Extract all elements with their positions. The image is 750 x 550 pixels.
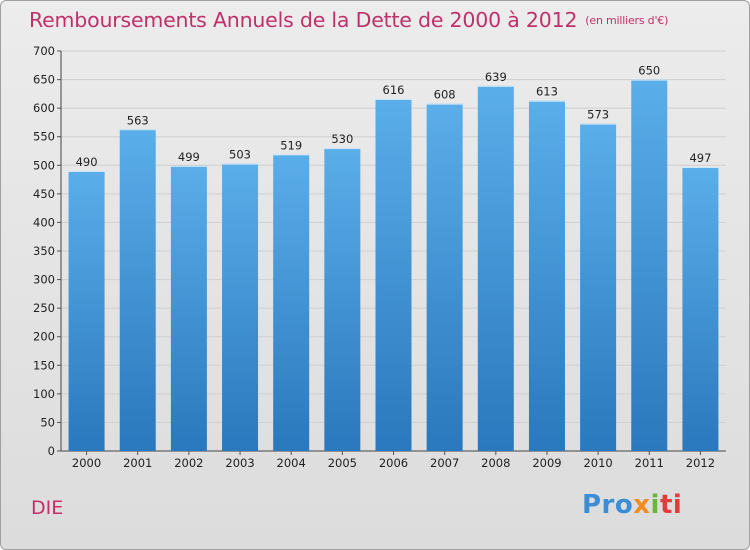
bar	[324, 148, 361, 451]
logo-part: i	[650, 490, 660, 520]
data-label: 616	[383, 83, 405, 97]
logo-part: Pro	[582, 490, 634, 520]
chart-title: Remboursements Annuels de la Dette de 20…	[29, 8, 668, 32]
x-tick-label: 2012	[686, 456, 715, 470]
y-tick-label: 0	[48, 444, 55, 458]
data-label: 499	[178, 150, 200, 164]
bar	[375, 99, 412, 451]
x-tick-label: 2010	[583, 456, 612, 470]
unit-note: (en milliers d'€)	[585, 14, 669, 27]
x-tick-label: 2003	[225, 456, 254, 470]
x-tick-label: 2004	[277, 456, 306, 470]
y-tick-label: 50	[40, 415, 55, 429]
y-tick-label: 300	[33, 273, 55, 287]
y-tick-label: 350	[33, 244, 55, 258]
data-label: 639	[485, 70, 507, 84]
bar	[273, 154, 310, 451]
x-tick-label: 2011	[635, 456, 664, 470]
y-tick-label: 200	[33, 330, 55, 344]
logo-part: ti	[659, 490, 683, 520]
x-tick-label: 2006	[379, 456, 408, 470]
data-label: 573	[587, 108, 609, 122]
bar	[528, 100, 565, 451]
data-label: 519	[280, 138, 302, 152]
data-label: 490	[76, 155, 98, 169]
bar	[477, 85, 514, 451]
y-tick-label: 400	[33, 215, 55, 229]
bar	[222, 163, 259, 452]
bar	[580, 123, 617, 452]
bar	[68, 171, 105, 451]
commune-name: DIE	[31, 497, 64, 519]
x-tick-label: 2008	[481, 456, 510, 470]
y-tick-label: 250	[33, 301, 55, 315]
bar	[426, 103, 463, 452]
bar	[170, 165, 207, 451]
y-tick-label: 700	[33, 44, 55, 58]
x-tick-label: 2005	[328, 456, 357, 470]
data-label: 608	[434, 88, 456, 102]
x-tick-label: 2009	[532, 456, 561, 470]
data-label: 503	[229, 148, 251, 162]
proxiti-logo: Proxiti	[582, 490, 682, 520]
chart-title-text: Remboursements Annuels de la Dette de 20…	[29, 8, 578, 32]
data-label: 497	[689, 151, 711, 165]
bars	[68, 79, 719, 452]
y-tick-label: 550	[33, 130, 55, 144]
x-tick-label: 2000	[72, 456, 101, 470]
labels: 490 563 499 503 519 530 616 608 639 613 573 650 497	[76, 64, 712, 169]
y-tick-label: 450	[33, 187, 55, 201]
bar	[119, 129, 156, 452]
data-label: 613	[536, 85, 558, 99]
y-tick-label: 650	[33, 73, 55, 87]
x-tick-label: 2007	[430, 456, 459, 470]
x-tick-label: 2002	[174, 456, 203, 470]
y-tick-label: 100	[33, 387, 55, 401]
x-tick-label: 2001	[123, 456, 152, 470]
y-tick-label: 150	[33, 358, 55, 372]
y-tick-label: 600	[33, 101, 55, 115]
data-label: 530	[331, 132, 353, 146]
logo-part: x	[633, 490, 651, 520]
bar	[682, 167, 719, 451]
y-tick-label: 500	[33, 158, 55, 172]
data-label: 650	[638, 64, 660, 78]
data-label: 563	[127, 113, 149, 127]
bar	[631, 79, 668, 452]
